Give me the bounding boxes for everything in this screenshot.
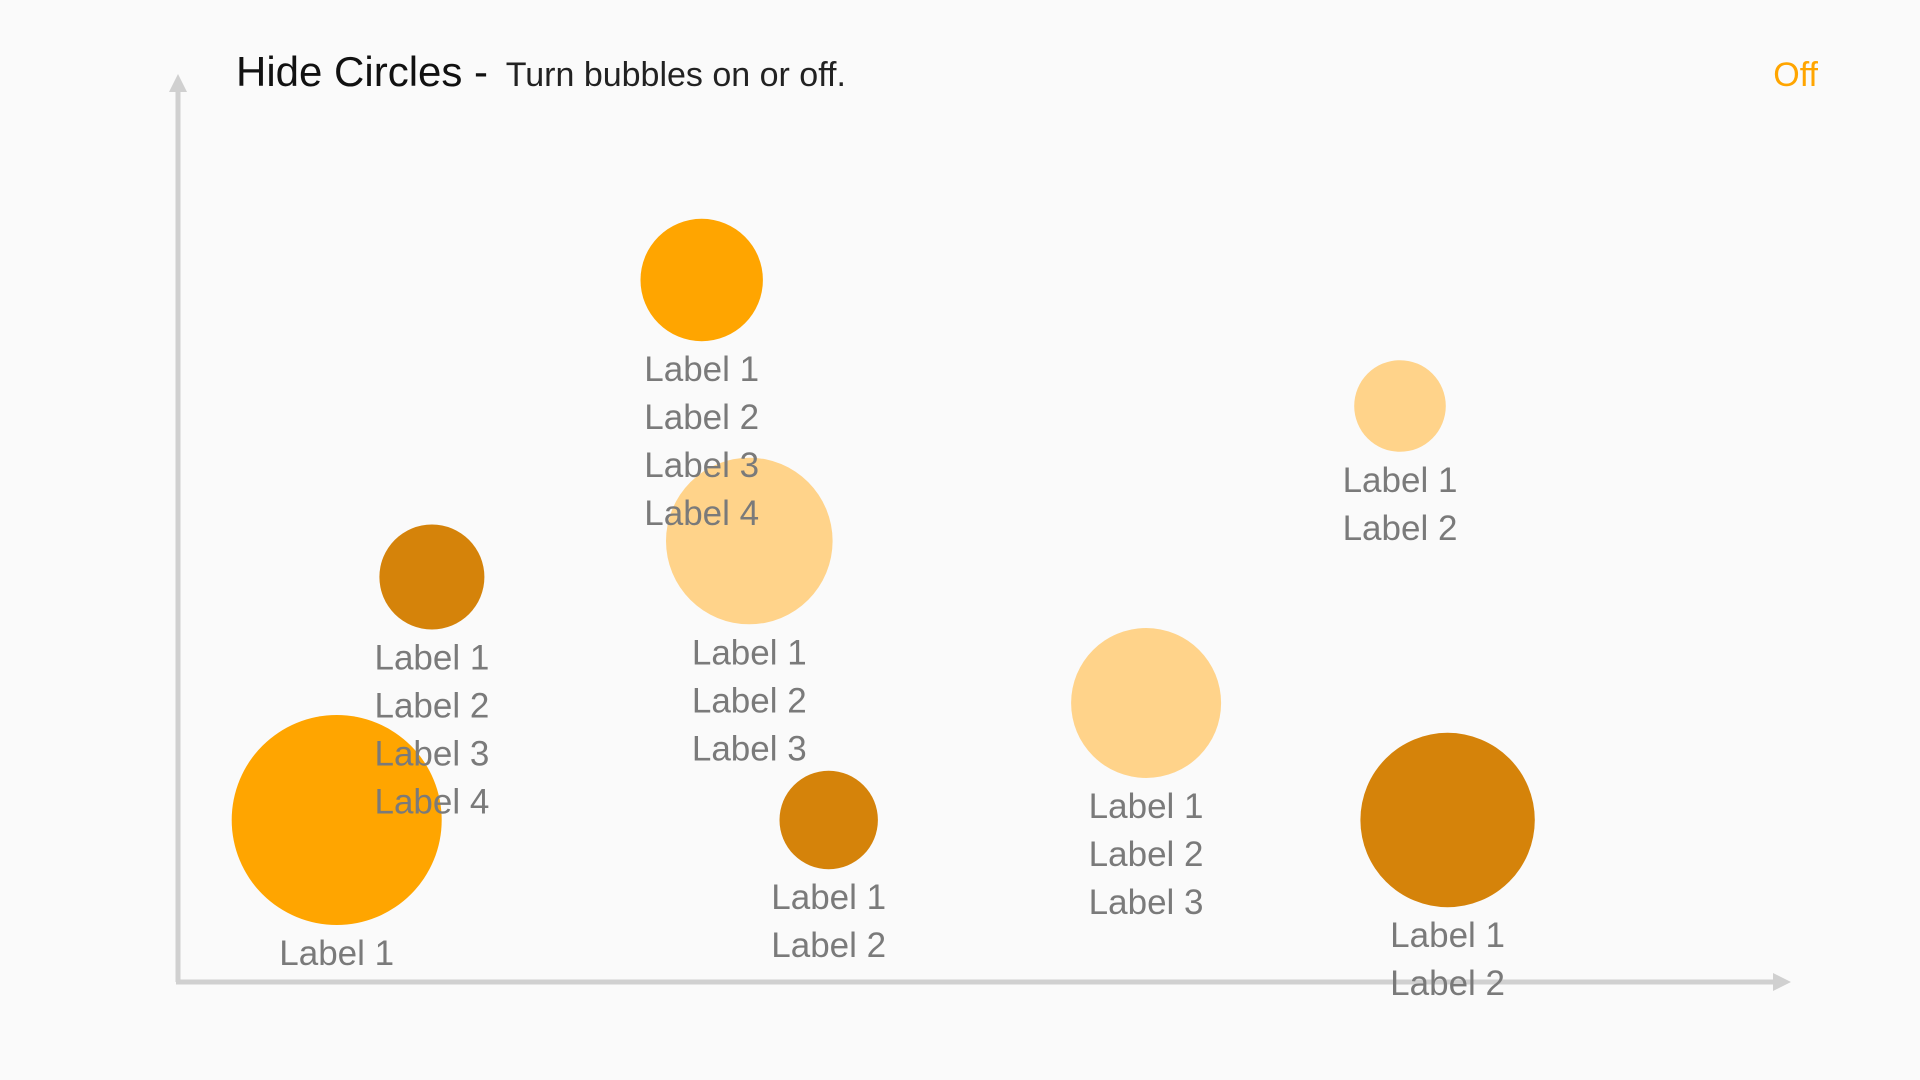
bubble-2-label-3: Label 3 xyxy=(374,735,489,774)
bubble-4-label-2: Label 2 xyxy=(692,681,807,720)
bubble-3-label-2: Label 2 xyxy=(644,398,759,437)
bubble-2-label-1: Label 1 xyxy=(374,639,489,678)
bubble-8-label-1: Label 1 xyxy=(1390,916,1505,955)
bubble-6-label-2: Label 2 xyxy=(1089,835,1204,874)
bubble-1-label-1: Label 1 xyxy=(279,934,394,973)
chart-title-block: Hide Circles - Turn bubbles on or off. xyxy=(236,48,846,96)
bubble-3-label-1: Label 1 xyxy=(644,350,759,389)
bubble-4-label-3: Label 3 xyxy=(692,729,807,768)
bubble-2-label-2: Label 2 xyxy=(374,687,489,726)
bubble-5 xyxy=(779,770,878,870)
bubbles-toggle-button[interactable]: Off xyxy=(1773,56,1818,94)
bubble-7-label-1: Label 1 xyxy=(1343,461,1458,500)
x-axis-arrowhead xyxy=(1773,973,1791,991)
bubble-5-label-2: Label 2 xyxy=(771,926,886,965)
chart-title: Hide Circles xyxy=(236,48,463,95)
bubble-6 xyxy=(1071,628,1222,778)
bubble-6-label-3: Label 3 xyxy=(1089,883,1204,922)
bubble-8-label-2: Label 2 xyxy=(1390,964,1505,1003)
bubble-7-label-2: Label 2 xyxy=(1343,509,1458,548)
bubbles xyxy=(231,218,1535,925)
bubble-6-label-1: Label 1 xyxy=(1089,787,1204,826)
bubble-4 xyxy=(666,457,833,625)
bubble-4-label-1: Label 1 xyxy=(692,633,807,672)
title-separator: - xyxy=(462,48,500,95)
bubble-labels: Label 1 Label 1 Label 2 Label 3 Label 4 Label… xyxy=(279,350,1505,1003)
axes xyxy=(169,74,1791,991)
bubble-2 xyxy=(379,524,485,630)
y-axis-arrowhead xyxy=(169,74,187,92)
chart-subtitle: Turn bubbles on or off. xyxy=(505,56,846,94)
bubble-3 xyxy=(640,218,763,342)
bubble-8 xyxy=(1360,732,1535,908)
bubble-3-label-4: Label 4 xyxy=(644,494,759,533)
bubble-1 xyxy=(231,715,442,925)
bubble-5-label-1: Label 1 xyxy=(771,878,886,917)
bubble-3-label-3: Label 3 xyxy=(644,446,759,485)
bubble-2-label-4: Label 4 xyxy=(374,783,489,822)
bubble-7 xyxy=(1354,360,1446,452)
